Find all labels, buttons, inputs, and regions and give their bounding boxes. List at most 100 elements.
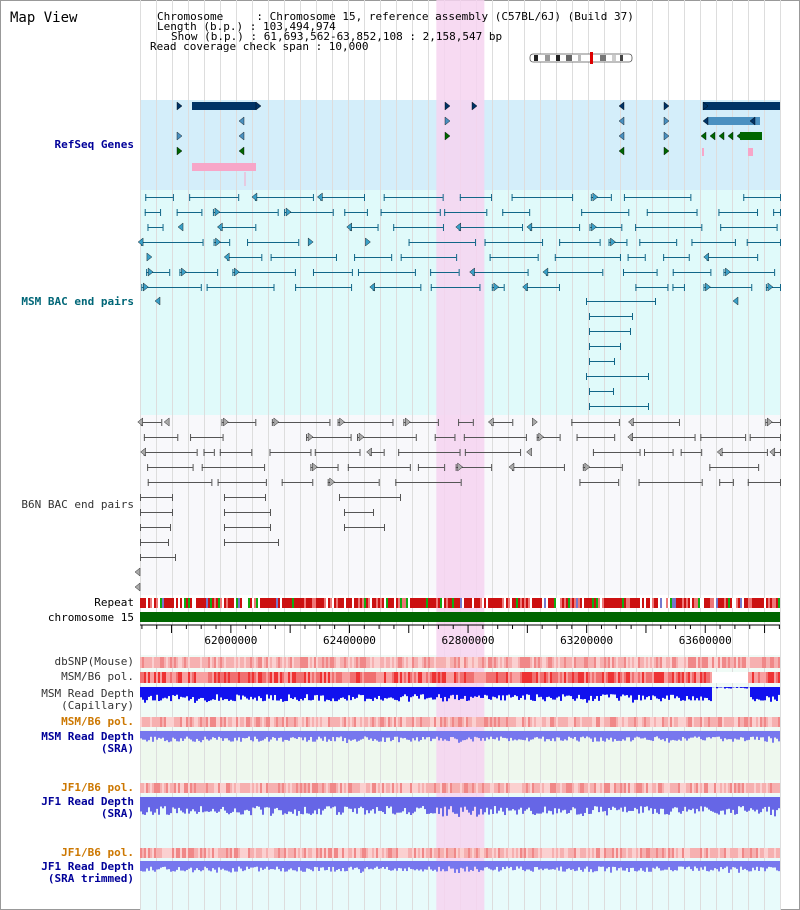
msm-depth-sra-bar <box>350 731 352 741</box>
msm-pol2-mark <box>636 717 638 727</box>
dbsnp-mark <box>216 657 218 668</box>
msm-depth-sra-bar <box>618 731 620 741</box>
track-label-dbsnp[interactable]: dbSNP(Mouse) <box>54 655 134 668</box>
jf1-depth-sra-bar <box>778 797 780 809</box>
msm-depth-sra-bar <box>738 731 740 740</box>
jf1-depth-trimmed-bar <box>258 861 260 872</box>
jf1-pol-mark <box>538 783 540 793</box>
jf1-depth-trimmed-bar <box>164 861 166 867</box>
jf1-depth-trimmed-bar <box>648 861 650 872</box>
jf1-depth-trimmed-bar <box>452 861 454 869</box>
jf1-depth-sra-bar <box>616 797 618 811</box>
jf1-depth-trimmed-bar <box>222 861 224 869</box>
jf1-depth-sra-bar <box>396 797 398 813</box>
track-label-msm-pol-2[interactable]: MSM/B6 pol. <box>61 715 134 728</box>
msm-depth-sra-bar <box>378 731 380 742</box>
jf1-depth-trimmed-bar <box>450 861 452 869</box>
jf1-pol2-mark <box>574 848 576 858</box>
repeat-mark <box>524 598 526 608</box>
repeat-mark <box>244 598 246 608</box>
track-label-chromosome[interactable]: chromosome 15 <box>47 611 134 624</box>
dbsnp-mark <box>760 657 762 668</box>
jf1-depth-trimmed-bar <box>506 861 508 867</box>
track-label-jf1-pol-2[interactable]: JF1/B6 pol. <box>61 846 134 859</box>
jf1-pol2-mark <box>772 848 774 858</box>
track-label-msm-pol-1[interactable]: MSM/B6 pol. <box>61 670 134 683</box>
msm-depth-capillary-bar <box>552 687 554 700</box>
jf1-pol-mark <box>216 783 218 793</box>
track-label-msm-depth-capillary[interactable]: MSM Read Depth <box>41 687 134 700</box>
msm-pol2-mark <box>230 717 232 727</box>
track-label-jf1-depth-sra[interactable]: JF1 Read Depth <box>41 795 134 808</box>
dbsnp-mark <box>362 657 364 668</box>
dbsnp-mark <box>268 657 270 668</box>
msm-bac-pair <box>177 222 184 232</box>
repeat-mark <box>402 598 404 608</box>
jf1-pol2-mark <box>202 848 204 858</box>
jf1-pol2-mark <box>278 848 280 858</box>
msm-pol-mark <box>516 672 518 683</box>
msm-depth-capillary-bar <box>500 687 502 701</box>
msm-depth-sra-bar <box>208 731 210 741</box>
msm-depth-sra-bar <box>726 731 728 740</box>
msm-depth-capillary-bar <box>742 687 744 688</box>
jf1-depth-sra-bar <box>536 797 538 814</box>
jf1-pol2-mark <box>548 848 550 858</box>
jf1-depth-sra-bar <box>746 797 748 812</box>
jf1-depth-trimmed-bar <box>494 861 496 870</box>
jf1-pol2-mark <box>626 848 628 858</box>
repeat-mark <box>282 598 284 608</box>
msm-pol2-mark <box>506 717 508 727</box>
jf1-pol-mark <box>234 783 236 793</box>
jf1-pol-mark <box>162 783 164 793</box>
dbsnp-mark <box>218 657 220 668</box>
track-label-b6n-bac[interactable]: B6N BAC end pairs <box>21 498 134 511</box>
repeat-mark <box>484 598 486 608</box>
msm-depth-sra-bar <box>422 731 424 737</box>
msm-depth-capillary-bar <box>184 687 186 698</box>
repeat-mark <box>188 598 190 608</box>
jf1-pol-mark <box>378 783 380 793</box>
track-label-refseq[interactable]: RefSeq Genes <box>54 138 134 151</box>
msm-bac-pair <box>542 267 549 277</box>
dbsnp-mark <box>324 657 326 668</box>
jf1-pol2-mark <box>268 848 270 858</box>
jf1-depth-sra-bar <box>284 797 286 814</box>
track-label-jf1-depth-trimmed[interactable]: JF1 Read Depth <box>41 860 134 873</box>
jf1-depth-trimmed-bar <box>586 861 588 867</box>
msm-depth-capillary-bar <box>272 687 274 701</box>
jf1-pol2-mark <box>660 848 662 858</box>
msm-pol2-mark <box>414 717 416 727</box>
dbsnp-mark <box>514 657 516 668</box>
dbsnp-mark <box>634 657 636 668</box>
track-label-msm-depth-sra[interactable]: MSM Read Depth <box>41 730 134 743</box>
jf1-pol-mark <box>220 783 222 793</box>
msm-pol-mark <box>682 672 684 683</box>
dbsnp-mark <box>618 657 620 668</box>
msm-depth-capillary-bar <box>448 687 450 699</box>
jf1-pol2-mark <box>386 848 388 858</box>
msm-pol2-mark <box>418 717 420 727</box>
dbsnp-mark <box>566 657 568 668</box>
msm-pol2-mark <box>524 717 526 727</box>
dbsnp-mark <box>340 657 342 668</box>
track-label-jf1-pol-1[interactable]: JF1/B6 pol. <box>61 781 134 794</box>
dbsnp-mark <box>624 657 626 668</box>
jf1-depth-trimmed-bar <box>752 861 754 868</box>
msm-depth-capillary-bar <box>404 687 406 695</box>
msm-depth-sra-bar <box>582 731 584 737</box>
msm-pol2-mark <box>382 717 384 727</box>
track-label-msm-bac[interactable]: MSM BAC end pairs <box>21 295 134 308</box>
msm-pol2-mark <box>200 717 202 727</box>
repeat-mark <box>530 598 532 608</box>
msm-depth-sra-bar <box>638 731 640 738</box>
track-label-repeat[interactable]: Repeat <box>94 596 134 609</box>
msm-pol2-mark <box>318 717 320 727</box>
msm-depth-sra-bar <box>234 731 236 738</box>
msm-depth-capillary-bar <box>296 687 298 700</box>
msm-depth-sra-bar <box>158 731 160 738</box>
msm-pol2-mark <box>708 717 710 727</box>
b6n-bac-pair <box>405 417 411 427</box>
jf1-depth-trimmed-bar <box>760 861 762 868</box>
